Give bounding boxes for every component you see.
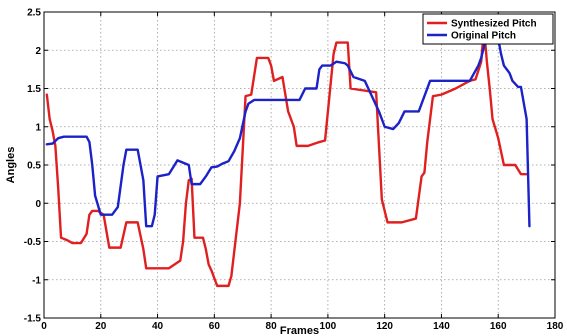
- legend-box: [422, 13, 554, 45]
- y-tick-label: -0.5: [24, 237, 42, 248]
- x-tick-label: 80: [266, 321, 278, 332]
- x-tick-label: 0: [41, 321, 47, 332]
- legend-label-synthesized: Synthesized Pitch: [451, 19, 537, 30]
- x-tick-label: 140: [433, 321, 450, 332]
- y-tick-label: 2: [35, 46, 41, 57]
- y-tick-label: -1: [32, 275, 41, 286]
- x-tick-label: 100: [320, 321, 337, 332]
- x-axis-title: Frames: [280, 325, 319, 336]
- y-axis-title: Angles: [5, 147, 17, 184]
- y-tick-label: 2.5: [27, 8, 41, 19]
- y-tick-label: 1.5: [27, 84, 41, 95]
- grid-lines: [44, 12, 555, 318]
- x-tick-label: 20: [95, 321, 107, 332]
- x-tick-label: 180: [547, 321, 564, 332]
- x-tick-label: 40: [152, 321, 164, 332]
- legend-label-original: Original Pitch: [451, 31, 516, 42]
- y-tick-label: -1.5: [24, 314, 42, 325]
- legend: Synthesized Pitch Original Pitch: [422, 13, 554, 45]
- x-tick-label: 160: [490, 321, 507, 332]
- y-tick-label: 0: [35, 199, 41, 210]
- x-tick-label: 120: [376, 321, 393, 332]
- y-tick-label: 0.5: [27, 161, 41, 172]
- y-tick-label: 1: [35, 122, 41, 133]
- axis-ticks: 0 20 40 60 80 100 120 140 160 180 -1.5 -1 -0.5 0 0.5 1 1…: [24, 8, 564, 333]
- x-tick-label: 60: [209, 321, 221, 332]
